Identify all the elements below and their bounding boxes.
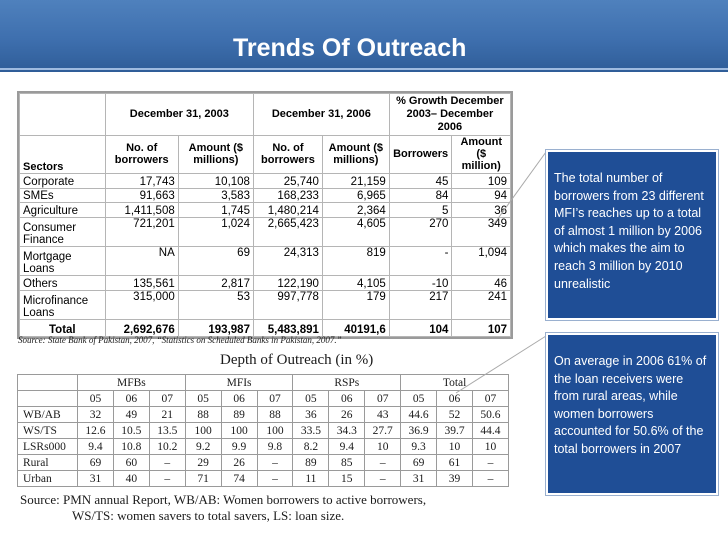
cell: - [388,246,453,277]
group-header-growth: % Growth December 2003– December 2006 [388,93,512,136]
cell: 5,483,891 [252,319,323,337]
table1-source: Source: State Bank of Pakistan, 2007, “S… [18,335,342,345]
row-label: WS/TS [17,422,78,439]
cell: 819 [321,246,390,277]
row-label: Mortgage Loans [19,246,106,277]
cell: – [256,470,294,487]
cell: 60 [112,454,150,471]
cell: 13.5 [148,422,186,439]
col-header: Amount ($ millions) [177,134,254,175]
row-label: Urban [17,470,78,487]
cell: 349 [451,217,511,248]
cell: 721,201 [104,217,179,248]
year-header: 06 [112,390,150,407]
table-row: Rural 69 60 – 29 26 – 89 85 – 69 61 – [17,454,510,471]
table-row: Corporate 17,743 10,108 25,740 21,159 45… [19,173,511,189]
callout-rural-women-note: On average in 2006 61% of the loan recei… [546,333,718,495]
table-row: Consumer Finance 721,201 1,024 2,665,423… [19,217,511,248]
table2-source-line1: Source: PMN annual Report, WB/AB: Women … [20,492,427,507]
col-header: No. of borrowers [252,134,323,175]
row-label: Rural [17,454,78,471]
sectors-header: Sectors [19,134,106,175]
cell: – [364,470,402,487]
cell: 315,000 [104,290,179,321]
row-label: Consumer Finance [19,217,106,248]
cell: 179 [321,290,390,321]
cell: – [148,470,186,487]
table-row: Microfinance Loans 315,000 53 997,778 17… [19,290,511,321]
slide-title: Trends Of Outreach [233,34,467,62]
cell: 69 [177,246,254,277]
cell: 193,987 [177,319,254,337]
cell: 36.9 [400,422,438,439]
cell: 4,605 [321,217,390,248]
cell: 10.8 [112,438,150,455]
table2-source: Source: PMN annual Report, WB/AB: Women … [20,492,426,524]
table-row: Urban 31 40 – 71 74 – 11 15 – 31 39 – [17,470,510,487]
cell: 2,665,423 [252,217,323,248]
table-row: Others 135,561 2,817 122,190 4,105 -10 4… [19,275,511,292]
cell: 10.2 [148,438,186,455]
cell: 71 [184,470,222,487]
cell: 241 [451,290,511,321]
cell: 12.6 [77,422,114,439]
cell: – [471,470,510,487]
table-row: WS/TS 12.6 10.5 13.5 100 100 100 33.5 34… [17,422,510,439]
cell: 2,692,676 [104,319,179,337]
cell: 107 [451,319,511,337]
col-header: Amount ($ million) [451,134,511,175]
table2-title: Depth of Outreach (in %) [220,352,374,368]
cell: 40 [112,470,150,487]
table-row: Mortgage Loans NA 69 24,313 819 - 1,094 [19,246,511,277]
group-header: Total [400,374,509,391]
col-header: Borrowers [388,134,453,175]
cell: 31 [77,470,114,487]
table-row: LSRs000 9.4 10.8 10.2 9.2 9.9 9.8 8.2 9.… [17,438,510,455]
callout-borrowers-note: The total number of borrowers from 23 di… [546,150,718,320]
cell: 74 [220,470,258,487]
cell: 40191,6 [321,319,390,337]
sector-growth-table: December 31, 2003 December 31, 2006 % Gr… [17,91,513,339]
cell: 50.6 [471,406,510,423]
row-label: Total [19,319,106,337]
cell: 53 [177,290,254,321]
cell: – [471,454,510,471]
cell: 1,094 [451,246,511,277]
table2-source-line2: WS/TS: women savers to total savers, LS:… [72,508,345,523]
table-row: SMEs 91,663 3,583 168,233 6,965 84 94 [19,187,511,204]
cell: 104 [388,319,453,337]
cell: 217 [388,290,453,321]
row-label: Microfinance Loans [19,290,106,321]
col-header: Amount ($ millions) [321,134,390,175]
row-label: LSRs000 [17,438,78,455]
title-band [0,0,728,72]
total-row: Total 2,692,676 193,987 5,483,891 40191,… [19,319,511,337]
group-header-2003: December 31, 2003 [104,93,254,136]
cell: 997,778 [252,290,323,321]
cell: 33.5 [292,422,330,439]
cell: 24,313 [252,246,323,277]
cell: 27.7 [364,422,402,439]
depth-of-outreach-table: MFBs MFIs RSPs Total 05 06 07 05 06 07 0… [17,374,510,487]
